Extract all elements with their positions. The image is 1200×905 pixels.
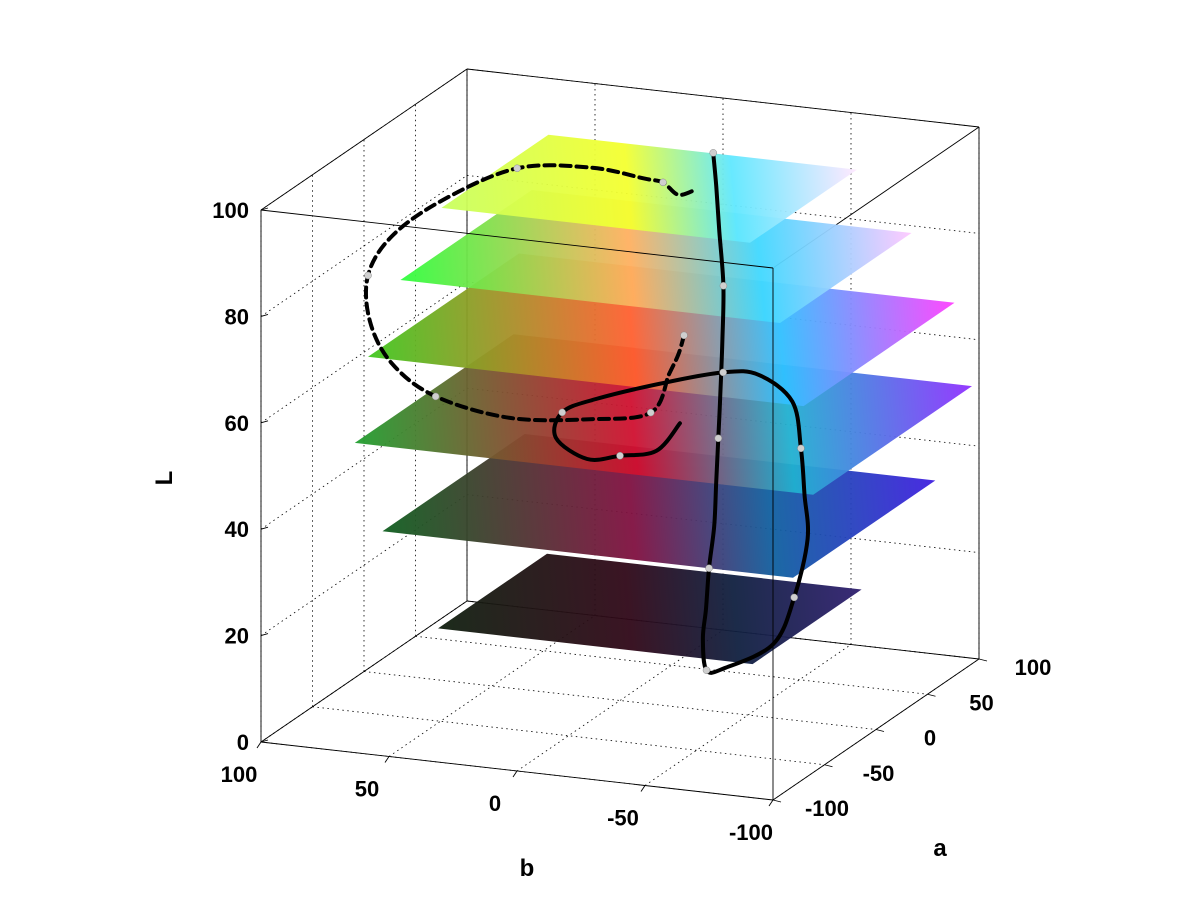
grid-line [312,706,825,766]
tick-marks [256,207,988,807]
L-tick [260,313,269,317]
b-tick-label: 100 [221,762,258,787]
b-tick [384,756,390,763]
trajectory-point [719,368,727,377]
L-tick-label: 60 [225,411,249,436]
trajectory-point [797,444,805,453]
trajectory-point [647,408,655,417]
a-tick [824,764,833,768]
tick-labels: 100 50 0 -50 -100 100 50 0 -50 -100 100 80 60 40 20 0 [212,198,1051,845]
L-tick [260,207,269,211]
a-tick-label: 50 [969,690,993,715]
trajectories [363,149,810,675]
L-tick-label: 0 [237,730,249,755]
trajectory-point [431,392,440,401]
color-slice [400,190,912,323]
color-slice [438,553,862,665]
color-slices [354,134,972,665]
grid-line [363,671,877,730]
a-tick-label: -100 [805,796,849,821]
color-slice [441,134,857,243]
b-tick [768,799,774,807]
L-tick-label: 20 [225,624,249,649]
trajectory-point [790,593,798,602]
b-tick [640,785,646,792]
a-tick [875,729,885,732]
trajectory-point [714,434,723,443]
grid-line [415,635,928,695]
L-tick-label: 40 [225,517,249,542]
a-tick-label: 100 [1015,655,1052,680]
a-tick-label: 0 [924,726,936,751]
trajectory-point [659,178,667,187]
trajectory-point [702,666,711,674]
L-tick [260,420,269,424]
L-tick [260,633,269,637]
b-tick-label: 50 [355,777,379,802]
a-tick-label: -50 [863,761,895,786]
z-axis-label: L [151,471,178,486]
trajectory-point [616,452,624,460]
L-tick-label: 100 [212,198,249,223]
a-tick [927,693,936,697]
x-axis-label: b [520,855,535,882]
trajectory-point [513,164,521,173]
trajectory-point [558,408,566,417]
L-tick [260,739,269,743]
trajectory-point [680,331,688,340]
a-tick [772,799,782,803]
box-edge [260,68,468,211]
b-tick-label: -100 [729,820,773,845]
b-tick [512,770,518,778]
trajectory-point [719,282,728,290]
L-tick [260,526,269,530]
trajectory-point [705,564,713,572]
box-edge [260,209,774,269]
trajectory-point [709,149,717,157]
L-tick-label: 80 [225,304,249,329]
b-tick-label: -50 [607,806,639,831]
y-axis-label: a [933,835,947,862]
b-tick [256,741,262,749]
box-edge [466,68,980,128]
b-tick-label: 0 [489,791,501,816]
a-tick [978,658,988,662]
trajectory-point [364,271,372,280]
grid-line [466,68,980,128]
